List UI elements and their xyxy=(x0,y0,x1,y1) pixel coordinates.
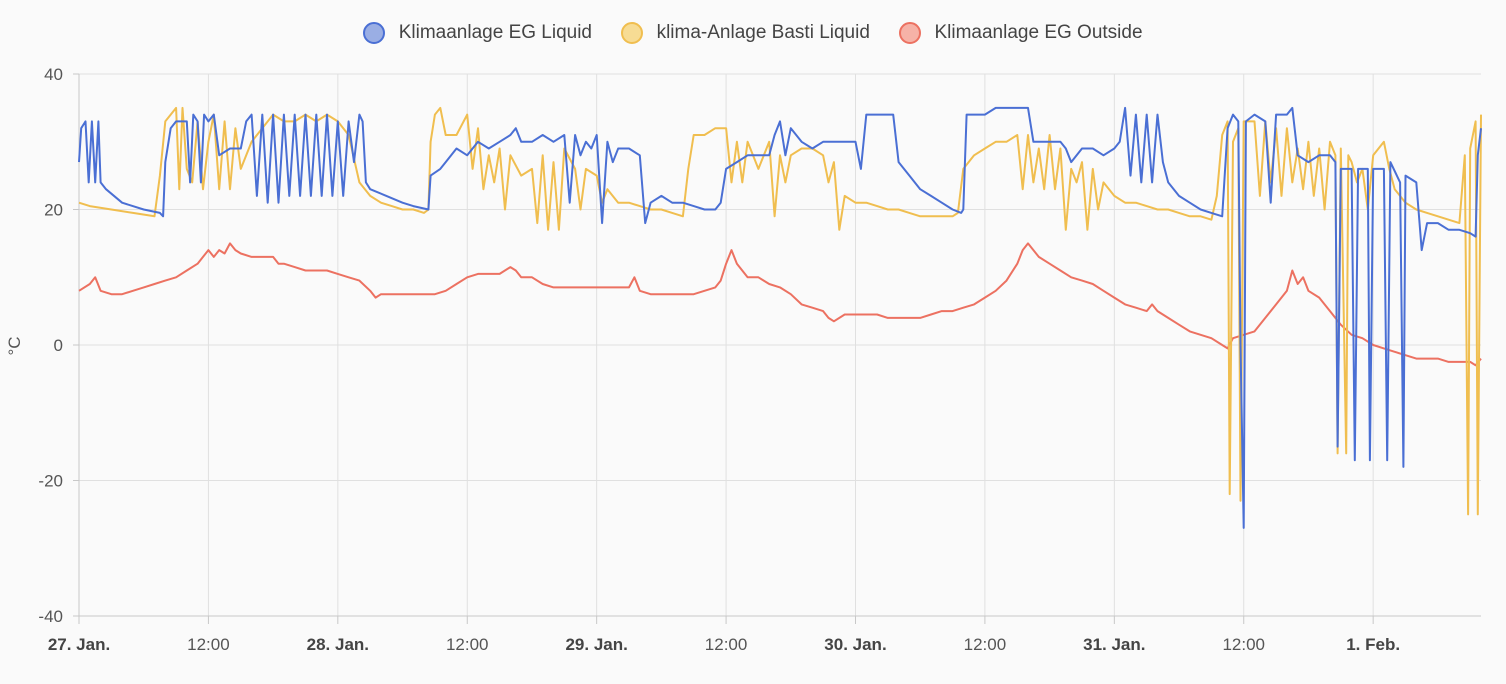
x-tick-label: 12:00 xyxy=(187,635,230,654)
y-axis-label: °C xyxy=(5,336,24,355)
y-axis-ticks: 40 20 0 -20 -40 xyxy=(38,65,79,626)
x-tick-label: 1. Feb. xyxy=(1346,635,1400,654)
y-tick-label: 40 xyxy=(44,65,63,84)
x-tick-label: 12:00 xyxy=(705,635,748,654)
legend-swatch-basti-liquid xyxy=(621,22,644,44)
x-tick-label: 12:00 xyxy=(964,635,1007,654)
legend-item-basti-liquid[interactable]: klima-Anlage Basti Liquid xyxy=(621,22,870,44)
x-tick-label: 31. Jan. xyxy=(1083,635,1145,654)
series-lines xyxy=(78,106,1482,529)
legend-swatch-eg-outside xyxy=(899,22,922,44)
y-tick-label: -40 xyxy=(38,607,63,626)
legend-label-eg-outside: Klimaanlage EG Outside xyxy=(934,22,1143,43)
legend-item-eg-liquid[interactable]: Klimaanlage EG Liquid xyxy=(363,22,592,44)
y-tick-label: 0 xyxy=(54,336,63,355)
x-tick-label: 12:00 xyxy=(446,635,489,654)
legend-label-eg-liquid: Klimaanlage EG Liquid xyxy=(398,22,593,43)
x-tick-label: 12:00 xyxy=(1222,635,1265,654)
series-line-eg-outside[interactable] xyxy=(78,242,1482,367)
y-tick-label: 20 xyxy=(44,201,63,220)
legend-item-eg-outside[interactable]: Klimaanlage EG Outside xyxy=(899,22,1143,44)
x-axis-ticks: 27. Jan. 12:00 28. Jan. 12:00 29. Jan. 12:00 3… xyxy=(48,616,1400,654)
series-line-eg-liquid[interactable] xyxy=(78,106,1482,529)
x-tick-label: 29. Jan. xyxy=(565,635,627,654)
legend-swatch-eg-liquid xyxy=(363,22,386,44)
y-tick-label: -20 xyxy=(38,472,63,491)
x-tick-label: 30. Jan. xyxy=(824,635,886,654)
legend: Klimaanlage EG Liquid klima-Anlage Basti… xyxy=(0,22,1506,44)
x-tick-label: 28. Jan. xyxy=(307,635,369,654)
legend-label-basti-liquid: klima-Anlage Basti Liquid xyxy=(656,22,870,43)
x-tick-label: 27. Jan. xyxy=(48,635,110,654)
